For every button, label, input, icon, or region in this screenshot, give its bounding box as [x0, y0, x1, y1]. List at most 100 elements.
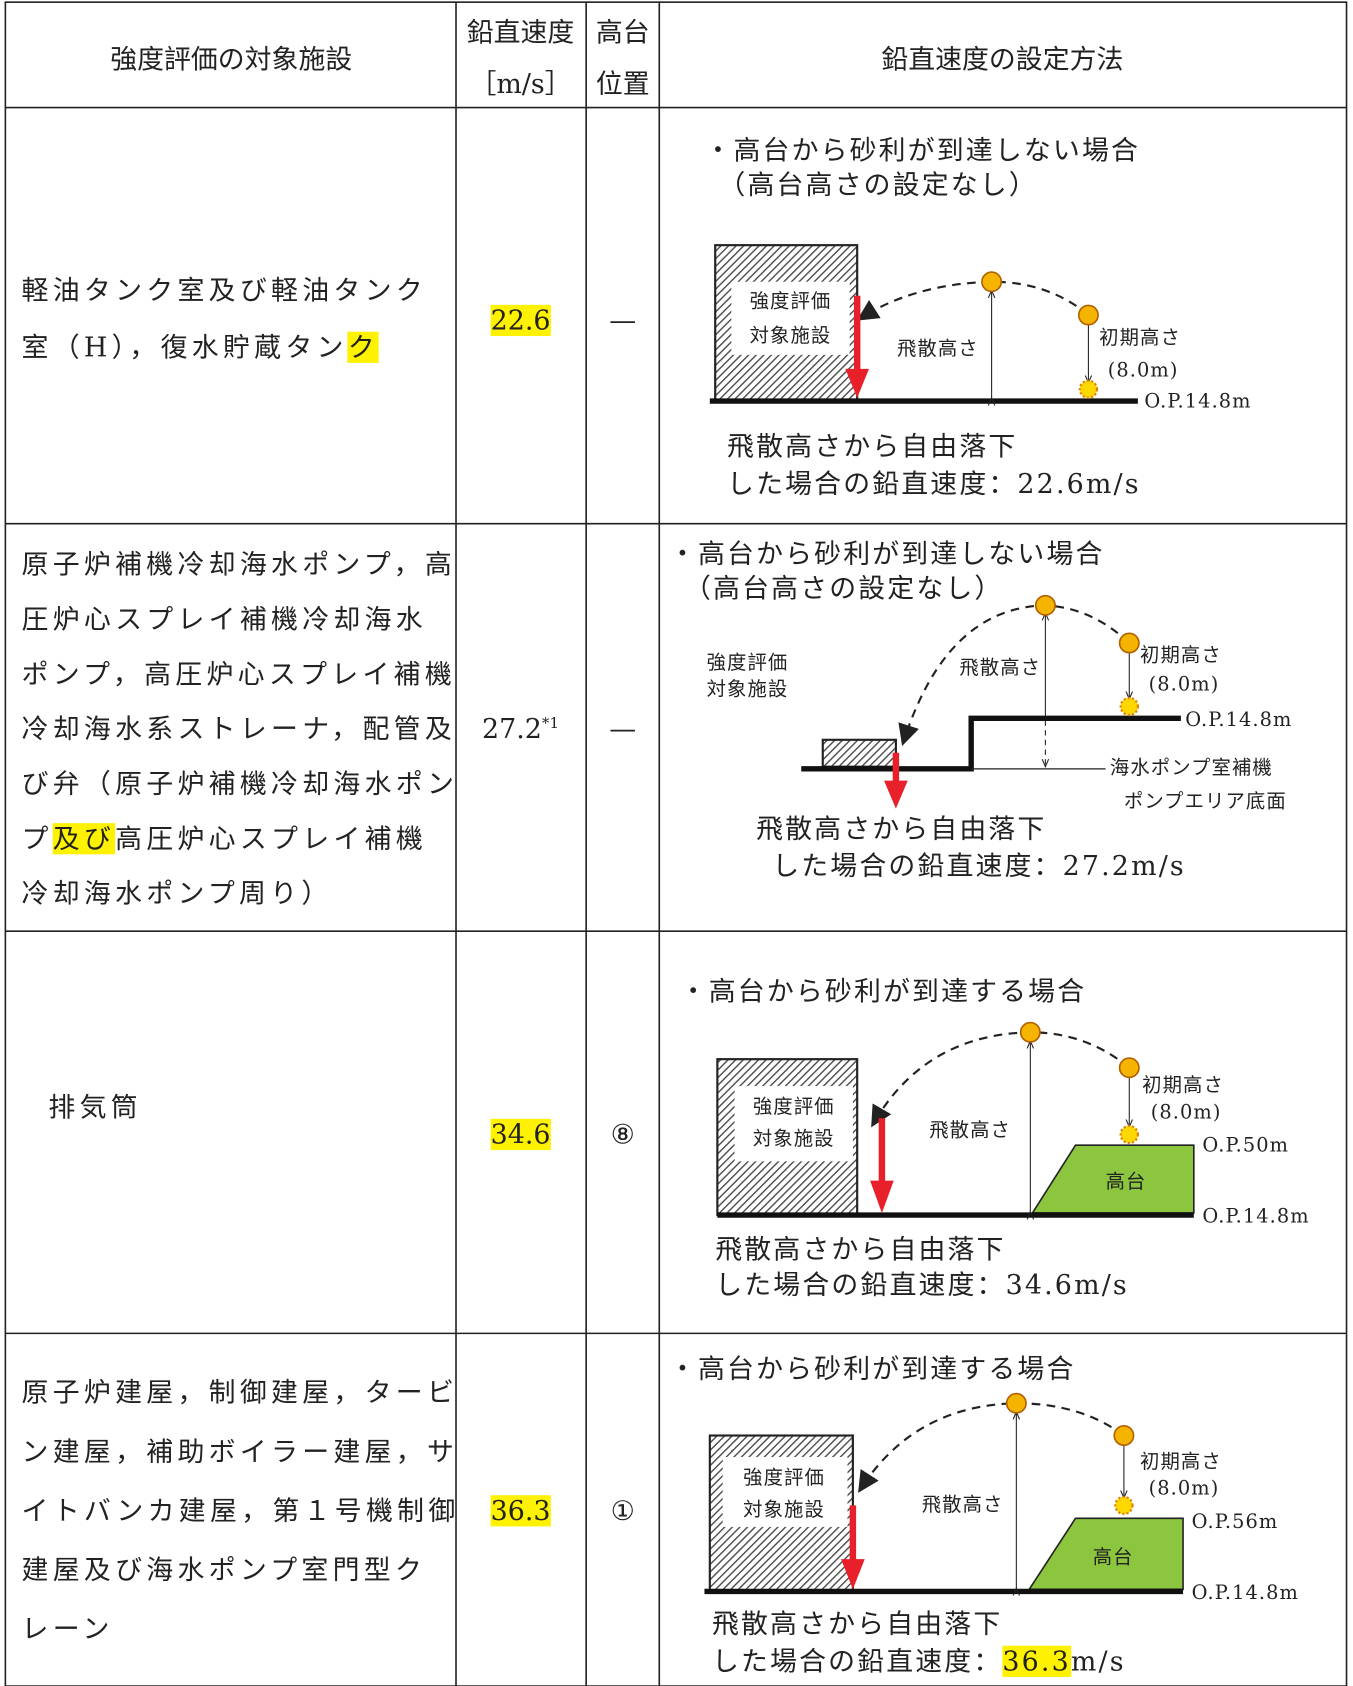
text-segment: 飛散高さから自由落下 [715, 1233, 1006, 1266]
facility-label: 強度評価 [752, 1095, 835, 1119]
header-velocity: 鉛直速度 [466, 16, 575, 48]
text-segment: 圧炉心スプレイ補機冷却海水 [21, 603, 427, 635]
caption: した場合の鉛直速度：27.2m/s [772, 852, 1186, 879]
text-segment: ポンプ，高圧炉心スプレイ補機 [21, 658, 457, 690]
text-segment: 原子炉補機冷却海水ポンプ，高 [21, 548, 457, 581]
facility-line: ポンプ，高圧炉心スプレイ補機 [22, 661, 457, 688]
text-segment: 冷却海水ポンプ周り） [21, 877, 333, 910]
table-lines [4, 1, 1348, 1686]
caption: 飛散高さから自由落下 [756, 816, 1046, 843]
height-label: 飛散高さ [929, 1119, 1011, 1142]
text-segment: イトバンカ建屋，第１号機制御 [21, 1495, 460, 1527]
header-position: 位置 [595, 68, 650, 100]
header-position: 高台 [595, 16, 650, 48]
facility-label: 対象施設 [706, 678, 789, 702]
facility-line: 原子炉補機冷却海水ポンプ，高 [22, 551, 457, 578]
initial-label: 初期高さ [1099, 326, 1181, 350]
condition: ・高台から砂利が到達する場合 [679, 975, 1087, 1008]
highlighted-text: 22.6 [490, 304, 551, 337]
text-segment: 冷却海水系ストレーナ，配管及 [21, 713, 457, 745]
header-velocity-unit: ［m/s］ [469, 68, 572, 100]
facility-line: プ及び高圧炉心スプレイ補機 [22, 823, 428, 855]
facility-line: 冷却海水系ストレーナ，配管及 [22, 716, 457, 743]
highlighted-text: 34.6 [490, 1118, 551, 1151]
level-label: O.P.14.8m [1144, 390, 1252, 413]
text-segment: 原子炉建屋，制御建屋，タービ [21, 1376, 459, 1409]
initial-label: 初期高さ [1142, 1074, 1224, 1097]
floor-label: 海水ポンプ室補機 [1109, 757, 1273, 780]
velocity: 27.2*1 [482, 716, 559, 743]
text-segment: 室（H），復水貯蔵タン [21, 331, 348, 363]
facility-line: 軽油タンク室及び軽油タンク [22, 277, 427, 304]
diagram-2 [801, 594, 1181, 809]
text-segment: び弁（原子炉補機冷却海水ポン [21, 768, 459, 800]
text-segment: した場合の鉛直速度：34.6m/s [715, 1269, 1129, 1301]
text-segment: 高圧炉心スプレイ補機 [115, 823, 428, 855]
height-label: 飛散高さ [959, 657, 1042, 680]
plateau-label: 高台 [1105, 1171, 1147, 1194]
facility-line: 原子炉建屋，制御建屋，タービ [22, 1379, 459, 1406]
text-segment: 飛散高さから自由落下 [711, 1608, 1003, 1640]
initial-label: 初期高さ [1140, 1450, 1222, 1474]
highlighted-text: ク [347, 331, 379, 363]
level-label: O.P.14.8m [1185, 708, 1293, 732]
velocity: 36.3 [490, 1495, 551, 1527]
level-label: O.P.50m [1202, 1134, 1290, 1158]
facility-line: 圧炉心スプレイ補機冷却海水 [22, 606, 427, 633]
caption: 飛散高さから自由落下 [727, 433, 1017, 460]
facility-label: 強度評価 [706, 651, 789, 675]
caption: 飛散高さから自由落下 [715, 1236, 1005, 1263]
highlighted-text: 36.3 [1002, 1645, 1071, 1677]
caption: した場合の鉛直速度：22.6m/s [727, 470, 1141, 497]
position: — [609, 713, 637, 745]
level-label: O.P.14.8m [1191, 1581, 1299, 1605]
condition: ・高台から砂利が到達する場合 [668, 1353, 1076, 1385]
position: ⑧ [610, 1118, 635, 1151]
velocity: 22.6 [490, 304, 551, 337]
height-label: 飛散高さ [896, 337, 979, 361]
initial-value: (8.0m) [1148, 673, 1220, 696]
floor-label: ポンプエリア底面 [1123, 790, 1287, 813]
facility-line: ン建屋，補助ボイラー建屋，サ [22, 1438, 459, 1465]
facility-label: 対象施設 [749, 324, 832, 348]
text-segment: *1 [541, 715, 560, 733]
facility-label: 対象施設 [743, 1498, 825, 1522]
initial-value: (8.0m) [1107, 359, 1179, 382]
position: — [609, 304, 637, 337]
text-segment: レーン [21, 1613, 114, 1645]
text-segment: 27.2 [482, 713, 542, 745]
initial-value: (8.0m) [1150, 1101, 1222, 1124]
text-segment: した場合の鉛直速度：22.6m/s [727, 468, 1141, 500]
condition-note: （高台高さの設定なし） [718, 169, 1038, 201]
position: ① [610, 1495, 635, 1527]
header-method: 鉛直速度の設定方法 [881, 43, 1124, 75]
text-segment: ン建屋，補助ボイラー建屋，サ [21, 1436, 459, 1468]
facility-line: 冷却海水ポンプ周り） [22, 880, 333, 907]
condition: ・高台から砂利が到達しない場合 [704, 134, 1141, 167]
text-segment: した場合の鉛直速度： [711, 1645, 1003, 1677]
facility-line: 排気筒 [48, 1094, 142, 1121]
initial-value: (8.0m) [1148, 1477, 1220, 1501]
facility-label: 強度評価 [749, 290, 832, 313]
text-segment: 飛散高さから自由落下 [727, 430, 1018, 462]
diagram-3 [716, 1021, 1195, 1215]
header-facility: 強度評価の対象施設 [110, 43, 353, 75]
condition-note: （高台高さの設定なし） [684, 572, 1004, 604]
text-segment: m/s [1070, 1645, 1126, 1677]
level-label: O.P.56m [1191, 1510, 1279, 1534]
height-label: 飛散高さ [921, 1493, 1004, 1517]
text-segment: した場合の鉛直速度：27.2m/s [772, 850, 1186, 882]
initial-label: 初期高さ [1140, 644, 1222, 667]
text-segment: 建屋及び海水ポンプ室門型ク [21, 1554, 427, 1586]
caption: 飛散高さから自由落下 [712, 1610, 1002, 1637]
diagram-1 [709, 244, 1138, 401]
facility-line: 室（H），復水貯蔵タンク [21, 331, 379, 363]
velocity: 34.6 [490, 1118, 551, 1151]
diagram-4 [704, 1392, 1184, 1592]
text-segment: 飛散高さから自由落下 [756, 813, 1047, 845]
facility-line: レーン [22, 1616, 114, 1643]
text-segment: 軽油タンク室及び軽油タンク [21, 274, 427, 306]
